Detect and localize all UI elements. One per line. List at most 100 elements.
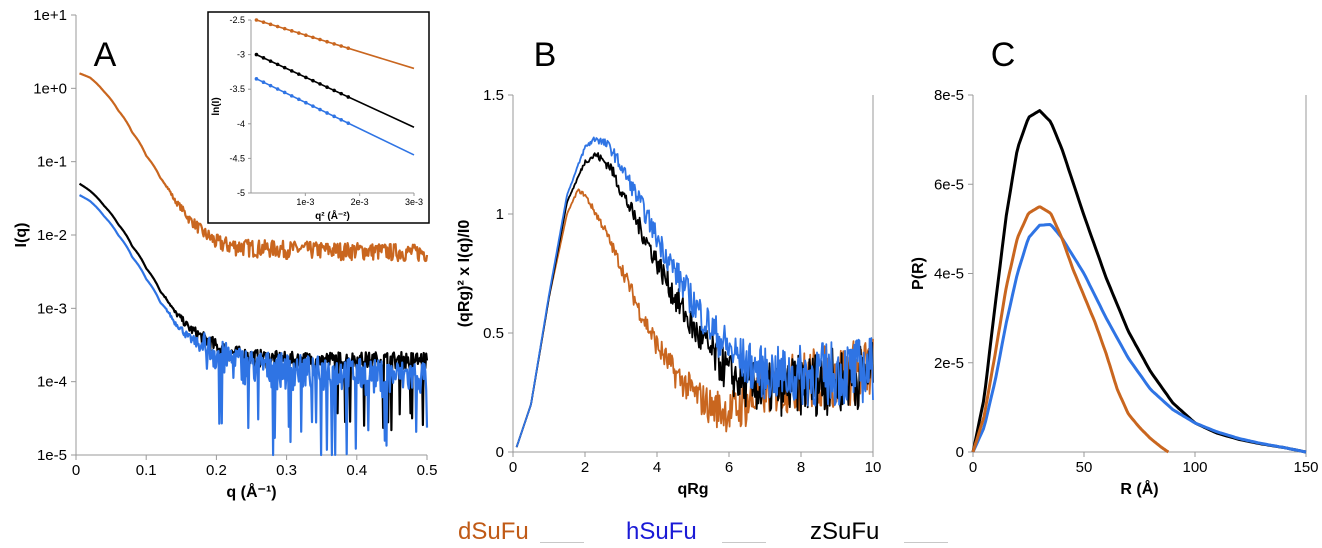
series-hsufu bbox=[971, 223, 1307, 454]
point-dsufu bbox=[304, 33, 308, 38]
point-hsufu bbox=[325, 111, 329, 115]
point-dsufu bbox=[325, 39, 329, 44]
x-tick-label: 0 bbox=[969, 459, 977, 476]
point-dsufu bbox=[332, 42, 336, 46]
point-dsufu bbox=[268, 22, 273, 27]
x-tick-label: 0 bbox=[72, 462, 80, 479]
point-zsufu bbox=[325, 85, 329, 89]
point-hsufu bbox=[346, 121, 351, 125]
point-zsufu bbox=[346, 95, 351, 99]
point-zsufu bbox=[275, 62, 280, 67]
series-dsufu bbox=[79, 72, 429, 263]
x-tick-label: 2 bbox=[581, 459, 589, 476]
point-dsufu bbox=[282, 26, 287, 31]
point-dsufu bbox=[289, 29, 294, 33]
point-zsufu bbox=[304, 75, 308, 80]
point-hsufu bbox=[311, 104, 315, 108]
series-zsufu bbox=[78, 182, 429, 432]
series-hsufu bbox=[515, 136, 874, 448]
point-hsufu bbox=[275, 87, 280, 91]
point-hsufu bbox=[332, 114, 336, 119]
y-tick-label: 1e+1 bbox=[33, 7, 67, 24]
panel-c: 0 50 100 150 0 2e-5 4e-5 6e-5 8e-5 R (Å) P(R) C bbox=[910, 36, 1319, 498]
legend-label-dsufu: dSuFu bbox=[458, 518, 529, 545]
y-tick-label: -4.5 bbox=[229, 153, 245, 163]
point-zsufu bbox=[254, 52, 259, 57]
point-zsufu bbox=[297, 72, 301, 76]
series-zsufu bbox=[971, 109, 1307, 454]
legend-swatch-zsufu bbox=[904, 542, 948, 543]
x-tick-label: 2e-3 bbox=[351, 197, 369, 207]
x-tick-label: 6 bbox=[725, 459, 733, 476]
x-axis-label: q (Å⁻¹) bbox=[226, 482, 276, 501]
point-hsufu bbox=[297, 97, 301, 102]
point-hsufu bbox=[339, 117, 343, 122]
y-tick-label: 1e-3 bbox=[37, 300, 67, 317]
x-tick-label: 10 bbox=[865, 459, 882, 476]
legend-swatch-dsufu bbox=[540, 542, 584, 543]
point-zsufu bbox=[311, 78, 315, 83]
y-tick-label: 4e-5 bbox=[934, 266, 964, 283]
point-dsufu bbox=[346, 46, 351, 51]
point-zsufu bbox=[268, 59, 273, 63]
point-zsufu bbox=[282, 65, 287, 70]
y-tick-label: 6e-5 bbox=[934, 176, 964, 193]
x-tick-label: 4 bbox=[653, 459, 661, 476]
y-tick-label: 2e-5 bbox=[934, 355, 964, 372]
y-tick-label: 1e+0 bbox=[33, 80, 67, 97]
point-hsufu bbox=[268, 83, 273, 88]
point-zsufu bbox=[261, 56, 266, 60]
x-tick-label: 0.1 bbox=[136, 462, 157, 479]
point-hsufu bbox=[289, 94, 294, 98]
point-zsufu bbox=[332, 88, 336, 93]
x-axis-label: R (Å) bbox=[1120, 479, 1158, 498]
y-tick-label: -2.5 bbox=[229, 15, 245, 25]
x-tick-label: 100 bbox=[1182, 459, 1207, 476]
series-dsufu bbox=[515, 188, 874, 448]
point-zsufu bbox=[289, 69, 294, 73]
x-tick-label: 0.3 bbox=[276, 462, 297, 479]
y-tick-label: -4 bbox=[237, 119, 245, 129]
y-tick-label: 1e-5 bbox=[37, 447, 67, 464]
x-tick-label: 0 bbox=[509, 459, 517, 476]
y-axis-label: P(R) bbox=[910, 257, 927, 290]
point-zsufu bbox=[318, 82, 322, 86]
y-tick-label: 0 bbox=[496, 444, 504, 461]
series-dsufu bbox=[971, 205, 1170, 454]
y-tick-label: 1 bbox=[496, 206, 504, 223]
y-tick-label: -3 bbox=[237, 50, 245, 60]
x-axis-label: qRg bbox=[677, 481, 708, 498]
point-dsufu bbox=[254, 18, 259, 22]
panel-a: 0 0.1 0.2 0.3 0.4 0.5 1e-5 1e-4 1e-3 1e-2 1e-1 1e+0… bbox=[13, 7, 437, 501]
y-axis-label: I(q) bbox=[13, 223, 30, 248]
y-tick-label: 1e-2 bbox=[37, 227, 67, 244]
x-tick-label: 0.5 bbox=[417, 462, 438, 479]
point-dsufu bbox=[311, 35, 315, 40]
legend: dSuFu hSuFu zSuFu bbox=[0, 518, 1322, 546]
point-zsufu bbox=[339, 91, 343, 96]
point-hsufu bbox=[282, 90, 287, 95]
y-tick-label: 8e-5 bbox=[934, 87, 964, 104]
x-tick-label: 0.2 bbox=[206, 462, 227, 479]
x-tick-label: 1e-3 bbox=[296, 197, 314, 207]
series-hsufu bbox=[79, 194, 429, 457]
x-tick-label: 150 bbox=[1293, 459, 1318, 476]
y-axis-label: (qRg)² x I(q)/I0 bbox=[456, 220, 473, 328]
x-tick-label: 8 bbox=[797, 459, 805, 476]
point-hsufu bbox=[254, 77, 259, 81]
y-axis-label: ln(I) bbox=[211, 97, 222, 115]
point-hsufu bbox=[261, 80, 266, 85]
panel-b: 0 2 4 6 8 10 0 0.5 1 1.5 qRg (qRg)² x I(q)/I0 B bbox=[456, 36, 881, 498]
point-dsufu bbox=[275, 24, 280, 29]
x-axis-label: q² (Å⁻²) bbox=[315, 209, 350, 222]
point-dsufu bbox=[318, 37, 322, 42]
y-tick-label: 1.5 bbox=[483, 87, 504, 104]
panel-a-inset: 1e-3 2e-3 3e-3 -2.5 -3 -3.5 -4 -4.5 -5 q² (Å⁻²) ln… bbox=[207, 11, 430, 224]
panel-label-b: B bbox=[534, 36, 557, 74]
y-tick-label: 0.5 bbox=[483, 325, 504, 342]
panel-label-a: A bbox=[94, 36, 117, 74]
y-tick-label: 1e-4 bbox=[37, 374, 67, 391]
panel-label-c: C bbox=[991, 36, 1016, 74]
y-tick-label: 0 bbox=[956, 444, 964, 461]
